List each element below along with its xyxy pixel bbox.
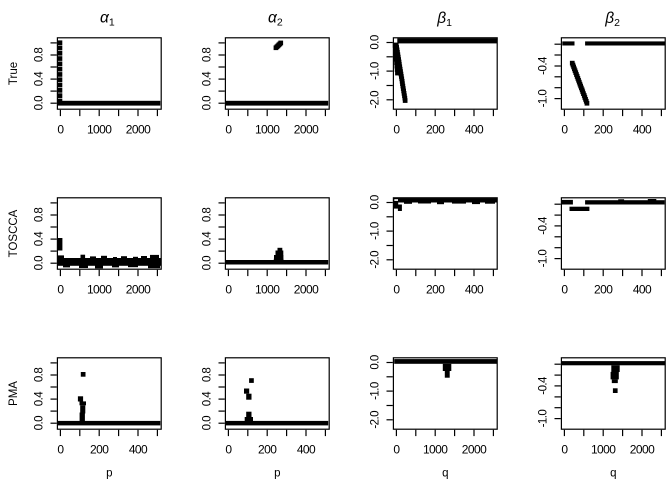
svg-text:200: 200	[594, 283, 613, 297]
svg-text:0.4: 0.4	[201, 231, 213, 246]
svg-text:0: 0	[225, 283, 232, 297]
svg-text:-0.4: -0.4	[537, 376, 549, 395]
svg-text:2000: 2000	[294, 123, 319, 137]
svg-text:PMA: PMA	[8, 381, 20, 406]
svg-text:2000: 2000	[630, 443, 655, 457]
svg-text:1000: 1000	[87, 283, 112, 297]
svg-text:q: q	[442, 468, 448, 480]
svg-text:400: 400	[465, 283, 484, 297]
svg-text:0.4: 0.4	[33, 391, 45, 406]
svg-text:400: 400	[129, 443, 148, 457]
svg-text:q: q	[610, 468, 616, 480]
svg-text:2000: 2000	[126, 283, 151, 297]
svg-text:400: 400	[297, 443, 316, 457]
svg-text:0.8: 0.8	[33, 368, 45, 382]
svg-text:0.8: 0.8	[201, 208, 213, 222]
svg-text:0: 0	[57, 123, 64, 137]
svg-text:TOSCCA: TOSCCA	[8, 209, 20, 257]
svg-text:1000: 1000	[591, 443, 616, 457]
svg-text:0.8: 0.8	[201, 368, 213, 382]
svg-text:0: 0	[561, 123, 568, 137]
svg-text:0: 0	[561, 283, 568, 297]
svg-text:0.0: 0.0	[201, 256, 213, 270]
svg-text:0: 0	[225, 443, 232, 457]
svg-text:-2.0: -2.0	[369, 251, 381, 269]
svg-text:0: 0	[393, 443, 400, 457]
svg-text:0.0: 0.0	[369, 195, 381, 209]
svg-text:-1.0: -1.0	[537, 90, 549, 108]
svg-text:0: 0	[57, 443, 64, 457]
svg-text:1000: 1000	[255, 123, 280, 137]
svg-text:0.0: 0.0	[201, 416, 213, 430]
svg-text:1000: 1000	[255, 283, 280, 297]
svg-text:-1.0: -1.0	[369, 222, 381, 240]
svg-text:-1.0: -1.0	[537, 410, 549, 428]
svg-text:400: 400	[633, 123, 652, 137]
svg-text:0.0: 0.0	[369, 35, 381, 49]
svg-text:-2.0: -2.0	[369, 411, 381, 429]
svg-text:0.0: 0.0	[33, 96, 45, 110]
svg-text:1000: 1000	[87, 123, 112, 137]
svg-text:200: 200	[426, 123, 445, 137]
svg-text:0.4: 0.4	[33, 231, 45, 246]
svg-text:0.4: 0.4	[201, 71, 213, 86]
svg-text:0.4: 0.4	[33, 71, 45, 86]
svg-text:0: 0	[57, 283, 64, 297]
svg-text:0: 0	[393, 123, 400, 137]
svg-text:0.0: 0.0	[33, 416, 45, 430]
svg-text:0.0: 0.0	[369, 355, 381, 369]
svg-text:200: 200	[258, 443, 277, 457]
svg-text:1000: 1000	[423, 443, 448, 457]
svg-text:-1.0: -1.0	[537, 250, 549, 268]
svg-text:-1.0: -1.0	[369, 382, 381, 400]
svg-text:200: 200	[426, 283, 445, 297]
svg-text:0.4: 0.4	[201, 391, 213, 406]
svg-text:-1.0: -1.0	[369, 62, 381, 80]
svg-text:0: 0	[393, 283, 400, 297]
svg-text:0.8: 0.8	[33, 48, 45, 62]
svg-text:2000: 2000	[126, 123, 151, 137]
svg-text:-2.0: -2.0	[369, 91, 381, 109]
svg-text:0.0: 0.0	[201, 96, 213, 110]
svg-text:0: 0	[225, 123, 232, 137]
svg-text:True: True	[8, 62, 20, 85]
svg-text:0.8: 0.8	[33, 208, 45, 222]
svg-text:0: 0	[561, 443, 568, 457]
svg-text:200: 200	[594, 123, 613, 137]
svg-text:200: 200	[90, 443, 109, 457]
svg-text:0.8: 0.8	[201, 48, 213, 62]
svg-text:2000: 2000	[462, 443, 487, 457]
svg-text:400: 400	[633, 283, 652, 297]
svg-text:0.0: 0.0	[33, 256, 45, 270]
svg-text:2000: 2000	[294, 283, 319, 297]
svg-text:-0.4: -0.4	[537, 216, 549, 235]
svg-text:p: p	[274, 468, 280, 480]
svg-text:400: 400	[465, 123, 484, 137]
svg-text:p: p	[106, 468, 112, 480]
svg-text:-0.4: -0.4	[537, 56, 549, 75]
